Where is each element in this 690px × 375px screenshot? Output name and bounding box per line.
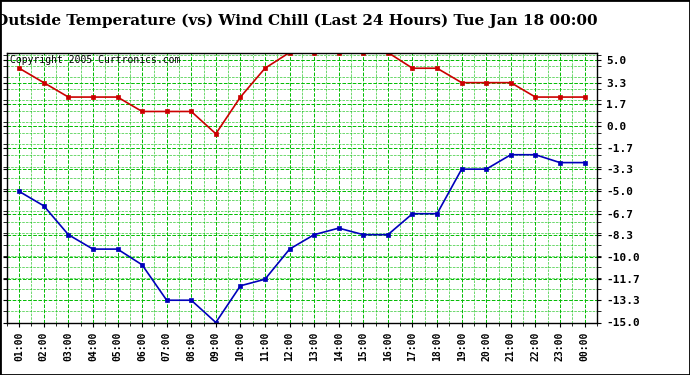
Text: Outside Temperature (vs) Wind Chill (Last 24 Hours) Tue Jan 18 00:00: Outside Temperature (vs) Wind Chill (Las… [0,13,598,27]
Text: Copyright 2005 Curtronics.com: Copyright 2005 Curtronics.com [10,55,180,65]
